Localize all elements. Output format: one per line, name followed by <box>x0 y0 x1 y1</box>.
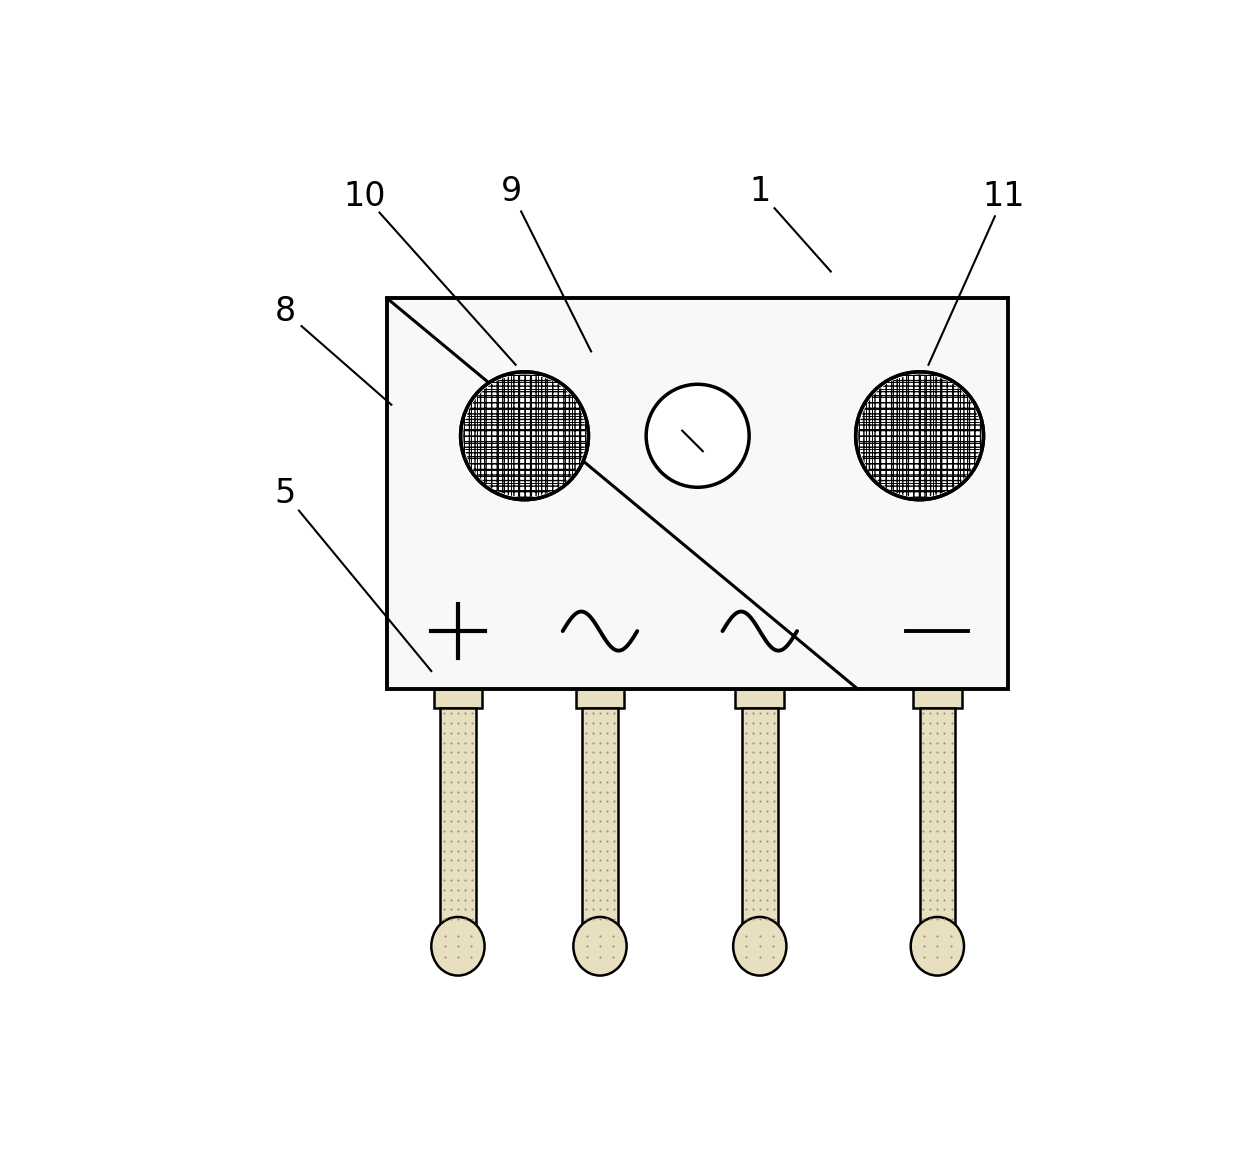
Text: 1: 1 <box>749 175 770 209</box>
Bar <box>913 688 962 708</box>
Ellipse shape <box>573 917 626 975</box>
Circle shape <box>460 372 589 499</box>
Circle shape <box>646 384 749 488</box>
Bar <box>387 299 1008 688</box>
Circle shape <box>856 372 983 499</box>
Text: 11: 11 <box>982 180 1025 212</box>
Bar <box>434 688 482 708</box>
Text: 5: 5 <box>274 477 295 510</box>
Bar <box>920 708 955 924</box>
Bar <box>742 708 777 924</box>
Ellipse shape <box>432 917 485 975</box>
Bar <box>583 708 618 924</box>
Bar <box>735 688 784 708</box>
Bar <box>440 708 476 924</box>
Text: 10: 10 <box>343 180 386 212</box>
Ellipse shape <box>910 917 963 975</box>
Bar <box>575 688 625 708</box>
Text: 9: 9 <box>501 175 522 209</box>
Text: 8: 8 <box>274 295 295 327</box>
Ellipse shape <box>733 917 786 975</box>
